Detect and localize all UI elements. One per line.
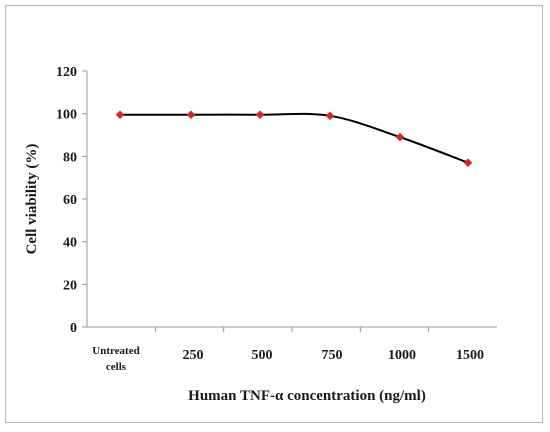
x-tick-label: Untreated <box>92 345 139 357</box>
y-tick-label: 0 <box>70 321 77 336</box>
y-tick-label: 40 <box>63 236 77 251</box>
x-tick-label: 750 <box>322 348 343 363</box>
y-axis-title: Cell viability (%) <box>24 144 40 255</box>
y-axis: 0 20 40 60 80 100 120 <box>56 65 88 336</box>
series-line <box>120 112 469 164</box>
data-point <box>395 132 405 142</box>
x-axis-title: Human TNF-α concentration (ng/ml) <box>188 388 426 404</box>
y-tick-label: 100 <box>56 108 77 123</box>
x-tick-label: 500 <box>252 348 273 363</box>
data-point <box>115 110 125 120</box>
y-tick-label: 20 <box>63 278 77 293</box>
data-point <box>463 158 473 168</box>
data-point <box>186 110 196 120</box>
series <box>115 110 473 168</box>
y-tick-label: 80 <box>63 150 77 165</box>
x-axis: Untreated cells 250 500 750 1000 1500 <box>87 326 497 373</box>
y-tick-label: 60 <box>63 193 77 208</box>
data-point <box>255 110 265 120</box>
x-tick-label: cells <box>106 361 127 373</box>
x-tick-label: 250 <box>183 348 204 363</box>
y-tick-label: 120 <box>56 65 77 80</box>
chart-frame <box>5 5 543 423</box>
x-tick-label: 1000 <box>388 348 416 363</box>
data-point <box>325 111 335 121</box>
x-tick-label: 1500 <box>456 348 484 363</box>
